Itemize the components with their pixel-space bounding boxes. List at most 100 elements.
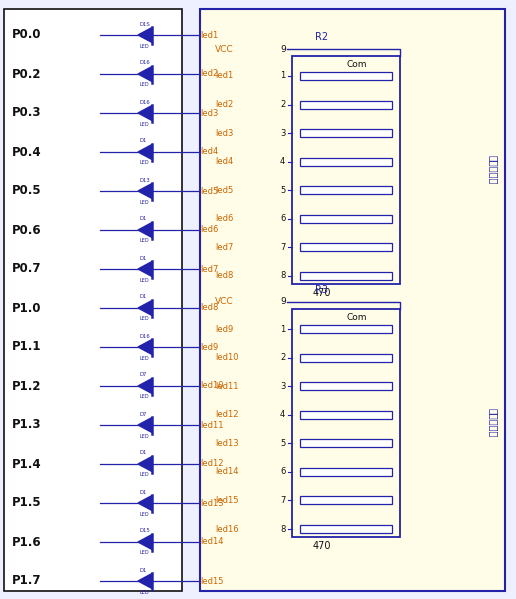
Text: R2: R2 <box>315 32 329 42</box>
Text: 4: 4 <box>280 157 285 166</box>
Bar <box>300 129 392 137</box>
Text: D1S: D1S <box>139 22 150 26</box>
Text: led10: led10 <box>200 382 223 391</box>
Text: P1.5: P1.5 <box>12 497 42 510</box>
Text: P1.1: P1.1 <box>12 340 41 353</box>
Bar <box>292 56 400 284</box>
Bar <box>300 325 392 333</box>
Text: LED: LED <box>139 83 149 87</box>
Text: LED: LED <box>139 44 149 49</box>
Text: D1: D1 <box>139 138 147 144</box>
Text: LED: LED <box>139 316 149 322</box>
Text: led15: led15 <box>200 576 223 585</box>
Text: 8: 8 <box>280 271 285 280</box>
Polygon shape <box>138 495 152 510</box>
Text: 3: 3 <box>280 382 285 391</box>
Text: 2: 2 <box>280 353 285 362</box>
Text: 9: 9 <box>280 44 286 53</box>
Text: P0.5: P0.5 <box>12 184 42 198</box>
Text: LED: LED <box>139 512 149 516</box>
Text: led4: led4 <box>200 147 218 156</box>
Polygon shape <box>138 105 152 120</box>
Text: led3: led3 <box>200 108 218 117</box>
Bar <box>300 186 392 194</box>
Polygon shape <box>138 301 152 316</box>
Text: led8: led8 <box>215 271 233 280</box>
Polygon shape <box>138 340 152 355</box>
Text: 8: 8 <box>280 525 285 534</box>
Text: 1: 1 <box>280 71 285 80</box>
Text: 6: 6 <box>280 467 285 476</box>
Polygon shape <box>138 222 152 237</box>
Text: led6: led6 <box>200 225 218 234</box>
Text: 流水灯展示: 流水灯展示 <box>488 409 498 438</box>
Text: P0.7: P0.7 <box>12 262 41 276</box>
Text: 4: 4 <box>280 410 285 419</box>
Text: LED: LED <box>139 550 149 555</box>
Polygon shape <box>138 183 152 198</box>
Text: D15: D15 <box>139 528 150 534</box>
Bar <box>300 72 392 80</box>
Text: D16: D16 <box>139 60 150 65</box>
Text: P1.4: P1.4 <box>12 458 42 470</box>
Text: led14: led14 <box>215 467 238 476</box>
Text: 9: 9 <box>280 298 286 307</box>
Text: 470: 470 <box>313 541 331 551</box>
Text: D1: D1 <box>139 216 147 222</box>
Bar <box>300 243 392 252</box>
Bar <box>300 497 392 504</box>
Polygon shape <box>138 28 152 43</box>
Text: D16: D16 <box>139 99 150 104</box>
Polygon shape <box>138 456 152 471</box>
Bar <box>300 382 392 390</box>
Text: LED: LED <box>139 434 149 438</box>
Text: 6: 6 <box>280 214 285 223</box>
Text: led9: led9 <box>200 343 218 352</box>
Text: VCC: VCC <box>215 44 234 53</box>
Text: D7: D7 <box>139 373 147 377</box>
Text: P0.4: P0.4 <box>12 146 42 159</box>
Text: 3: 3 <box>280 129 285 138</box>
Text: Com: Com <box>347 313 367 322</box>
Text: 5: 5 <box>280 439 285 448</box>
Text: P0.0: P0.0 <box>12 29 41 41</box>
Polygon shape <box>138 418 152 432</box>
Text: P1.0: P1.0 <box>12 301 41 314</box>
Bar <box>300 215 392 223</box>
Text: D1: D1 <box>139 567 147 573</box>
Text: LED: LED <box>139 473 149 477</box>
Text: P0.3: P0.3 <box>12 107 41 119</box>
Polygon shape <box>138 573 152 588</box>
Text: D1: D1 <box>139 489 147 495</box>
Bar <box>4 9 182 591</box>
Text: led11: led11 <box>200 420 223 429</box>
Text: 流水灯展示: 流水灯展示 <box>488 155 498 184</box>
Text: LED: LED <box>139 122 149 126</box>
Text: 7: 7 <box>280 496 285 505</box>
Bar <box>300 439 392 447</box>
Text: led11: led11 <box>215 382 238 391</box>
Bar <box>200 9 505 591</box>
Text: D1: D1 <box>139 295 147 300</box>
Text: led1: led1 <box>215 71 233 80</box>
Text: 1: 1 <box>280 325 285 334</box>
Text: 470: 470 <box>313 288 331 298</box>
Text: LED: LED <box>139 161 149 165</box>
Bar <box>300 272 392 280</box>
Text: led12: led12 <box>215 410 238 419</box>
Text: led4: led4 <box>215 157 233 166</box>
Text: led14: led14 <box>200 537 223 546</box>
Text: 5: 5 <box>280 186 285 195</box>
Bar <box>300 158 392 166</box>
Polygon shape <box>138 262 152 277</box>
Text: D1: D1 <box>139 256 147 261</box>
Text: P1.3: P1.3 <box>12 419 41 431</box>
Bar <box>300 525 392 533</box>
Text: D16: D16 <box>139 334 150 338</box>
Text: D7: D7 <box>139 412 147 416</box>
Text: P1.7: P1.7 <box>12 574 41 588</box>
Polygon shape <box>138 144 152 159</box>
Text: led2: led2 <box>215 100 233 109</box>
Text: led7: led7 <box>215 243 233 252</box>
Text: 2: 2 <box>280 100 285 109</box>
